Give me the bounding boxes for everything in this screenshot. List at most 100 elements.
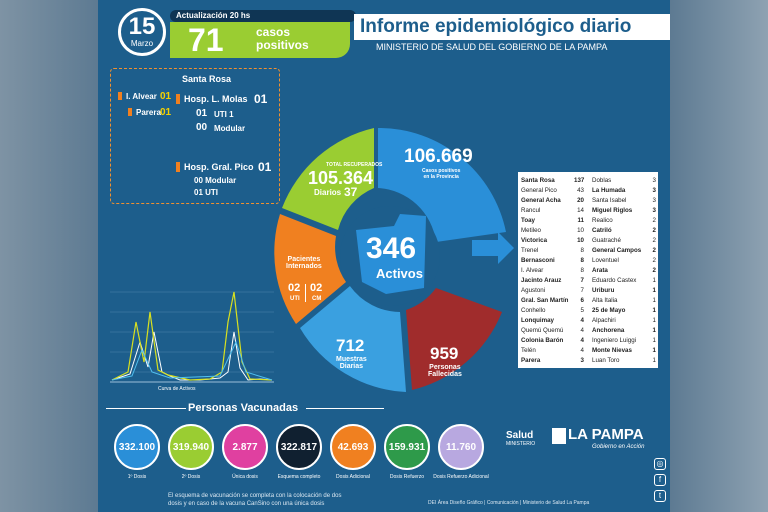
alvear-label: I. Alvear [126, 92, 157, 101]
table-row: Telén 4 Monte Nievas 1 [518, 346, 658, 356]
locality-name: Ingeniero Luiggi [592, 337, 637, 344]
locality-name: Catriló [592, 227, 612, 234]
locality-name: Gral. San Martín [521, 297, 569, 304]
molas-uti-value: 01 [196, 108, 208, 119]
table-row: Lonquimay 4 Alpachiri 1 [518, 316, 658, 326]
logo-gobierno: Gobierno en Acción [592, 444, 645, 450]
locality-name: Monte Nievas [592, 347, 632, 354]
table-row: Gral. San Martín 6 Alta Italia 1 [518, 296, 658, 306]
locality-value: 7 [580, 287, 584, 294]
vaccination-note: El esquema de vacunación se completa con… [168, 493, 342, 507]
facebook-icon[interactable]: f [654, 474, 666, 486]
pico-modular: 00 Modular [194, 176, 237, 185]
locality-name: Metileo [521, 227, 541, 234]
samples-label-1: Muestras [336, 356, 367, 363]
la-pampa-map-icon [552, 428, 566, 444]
table-row: Santa Rosa 137 Doblas 3 [518, 176, 658, 186]
vaccine-dose-label: Esquema completo [277, 474, 321, 480]
twitter-icon[interactable]: t [654, 490, 666, 502]
positive-value: 106.669 [404, 146, 473, 167]
locality-value: 14 [577, 207, 584, 214]
locality-value: 137 [574, 177, 585, 184]
locality-name: Realico [592, 217, 613, 224]
deaths-label-1: Personas [429, 364, 461, 371]
table-row: I. Alvear 8 Arata 2 [518, 266, 658, 276]
locality-value: 1 [652, 357, 656, 364]
locality-name: Santa Rosa [521, 177, 555, 184]
locality-value: 4 [580, 337, 584, 344]
table-row: Rancul 14 Miguel Riglos 3 [518, 206, 658, 216]
hospitalized-segment [274, 214, 346, 324]
santa-rosa-title: Santa Rosa [182, 74, 232, 84]
locality-value: 2 [652, 227, 656, 234]
locality-name: Miguel Riglos [592, 207, 633, 214]
locality-name: Eduardo Castex [592, 277, 637, 284]
title-background [354, 14, 670, 40]
active-value: 346 [366, 232, 417, 265]
table-row: Conhello 5 25 de Mayo 1 [518, 306, 658, 316]
locality-value: 1 [652, 337, 656, 344]
locality-name: General Acha [521, 197, 561, 204]
locality-value: 1 [652, 297, 656, 304]
pico-label: Hosp. Gral. Pico [184, 162, 254, 172]
locality-name: Uriburu [592, 287, 615, 294]
vac-divider-left [106, 408, 186, 409]
table-row: General Acha 20 Santa Isabel 3 [518, 196, 658, 206]
alvear-marker [118, 92, 122, 100]
locality-name: Lonquimay [521, 317, 555, 324]
vaccine-count-circle: 319.940 [168, 424, 214, 470]
vaccine-dose-label: Dosis Adicional [336, 474, 370, 480]
locality-name: Quemú Quemú [521, 327, 564, 334]
cm-value: 02 [310, 282, 323, 294]
vaccine-count: 159.931 [388, 441, 426, 453]
molas-modular-value: 00 [196, 122, 208, 133]
vaccine-dose-label: Única dosis [232, 474, 258, 480]
cm-label: CM [312, 296, 322, 302]
table-row: General Pico 43 La Humada 3 [518, 186, 658, 196]
locality-value: 2 [652, 267, 656, 274]
samples-value: 712 [336, 336, 365, 355]
deaths-segment [406, 288, 502, 390]
molas-marker [176, 94, 180, 104]
vaccine-dose-label: 1º Dosis [127, 474, 147, 480]
molas-value: 01 [254, 92, 268, 106]
locality-value: 2 [652, 237, 656, 244]
locality-value: 3 [652, 177, 656, 184]
locality-value: 1 [652, 307, 656, 314]
parera-value: 01 [160, 107, 172, 118]
positive-label: Casos positivos en la Provincia [422, 168, 460, 180]
positive-label-1: Casos positivos [422, 168, 461, 174]
pico-uti: 01 UTI [194, 188, 219, 197]
locality-value: 2 [652, 247, 656, 254]
page-subtitle: MINISTERIO DE SALUD DEL GOBIERNO DE LA P… [376, 42, 608, 52]
locality-value: 3 [652, 207, 656, 214]
locality-name: La Humada [592, 187, 626, 194]
locality-name: General Campos [592, 247, 642, 254]
table-row: Quemú Quemú 4 Anchorena 1 [518, 326, 658, 336]
locality-name: 25 de Mayo [592, 307, 626, 314]
molas-label: Hosp. L. Molas [184, 94, 248, 104]
samples-segment [300, 286, 406, 392]
footer-credit: DEI Área Diseño Gráfico | Comunicación |… [428, 500, 590, 506]
recovered-label: TOTAL RECUPERADOS [326, 162, 383, 168]
table-row: Victorica 10 Guatraché 2 [518, 236, 658, 246]
vaccine-count: 11.760 [445, 441, 477, 453]
active-curve-chart: Curva de Activos [110, 291, 274, 392]
instagram-icon[interactable]: ◎ [654, 458, 666, 470]
positive-cases-label: casos positivos [256, 26, 309, 52]
locality-name: I. Alvear [521, 267, 544, 274]
samples-label-2: Diarias [339, 363, 364, 370]
cases-label-1: casos [256, 25, 291, 39]
parera-marker [128, 108, 132, 116]
logo-ministerio-text: MINISTERIO [506, 441, 536, 447]
locality-name: Alta Italia [592, 297, 618, 304]
hospitalized-label-2: Internados [286, 263, 322, 270]
positive-cases-number: 71 [188, 22, 224, 58]
table-row: Bernasconi 8 Loventuel 2 [518, 256, 658, 266]
locality-name: Rancul [521, 207, 541, 214]
hospital-box [110, 68, 280, 204]
active-label: Activos [376, 266, 423, 281]
locality-name: Parera [521, 357, 541, 364]
vaccine-dose-label: 2º Dosis [181, 474, 201, 480]
recovered-segment [282, 128, 374, 230]
